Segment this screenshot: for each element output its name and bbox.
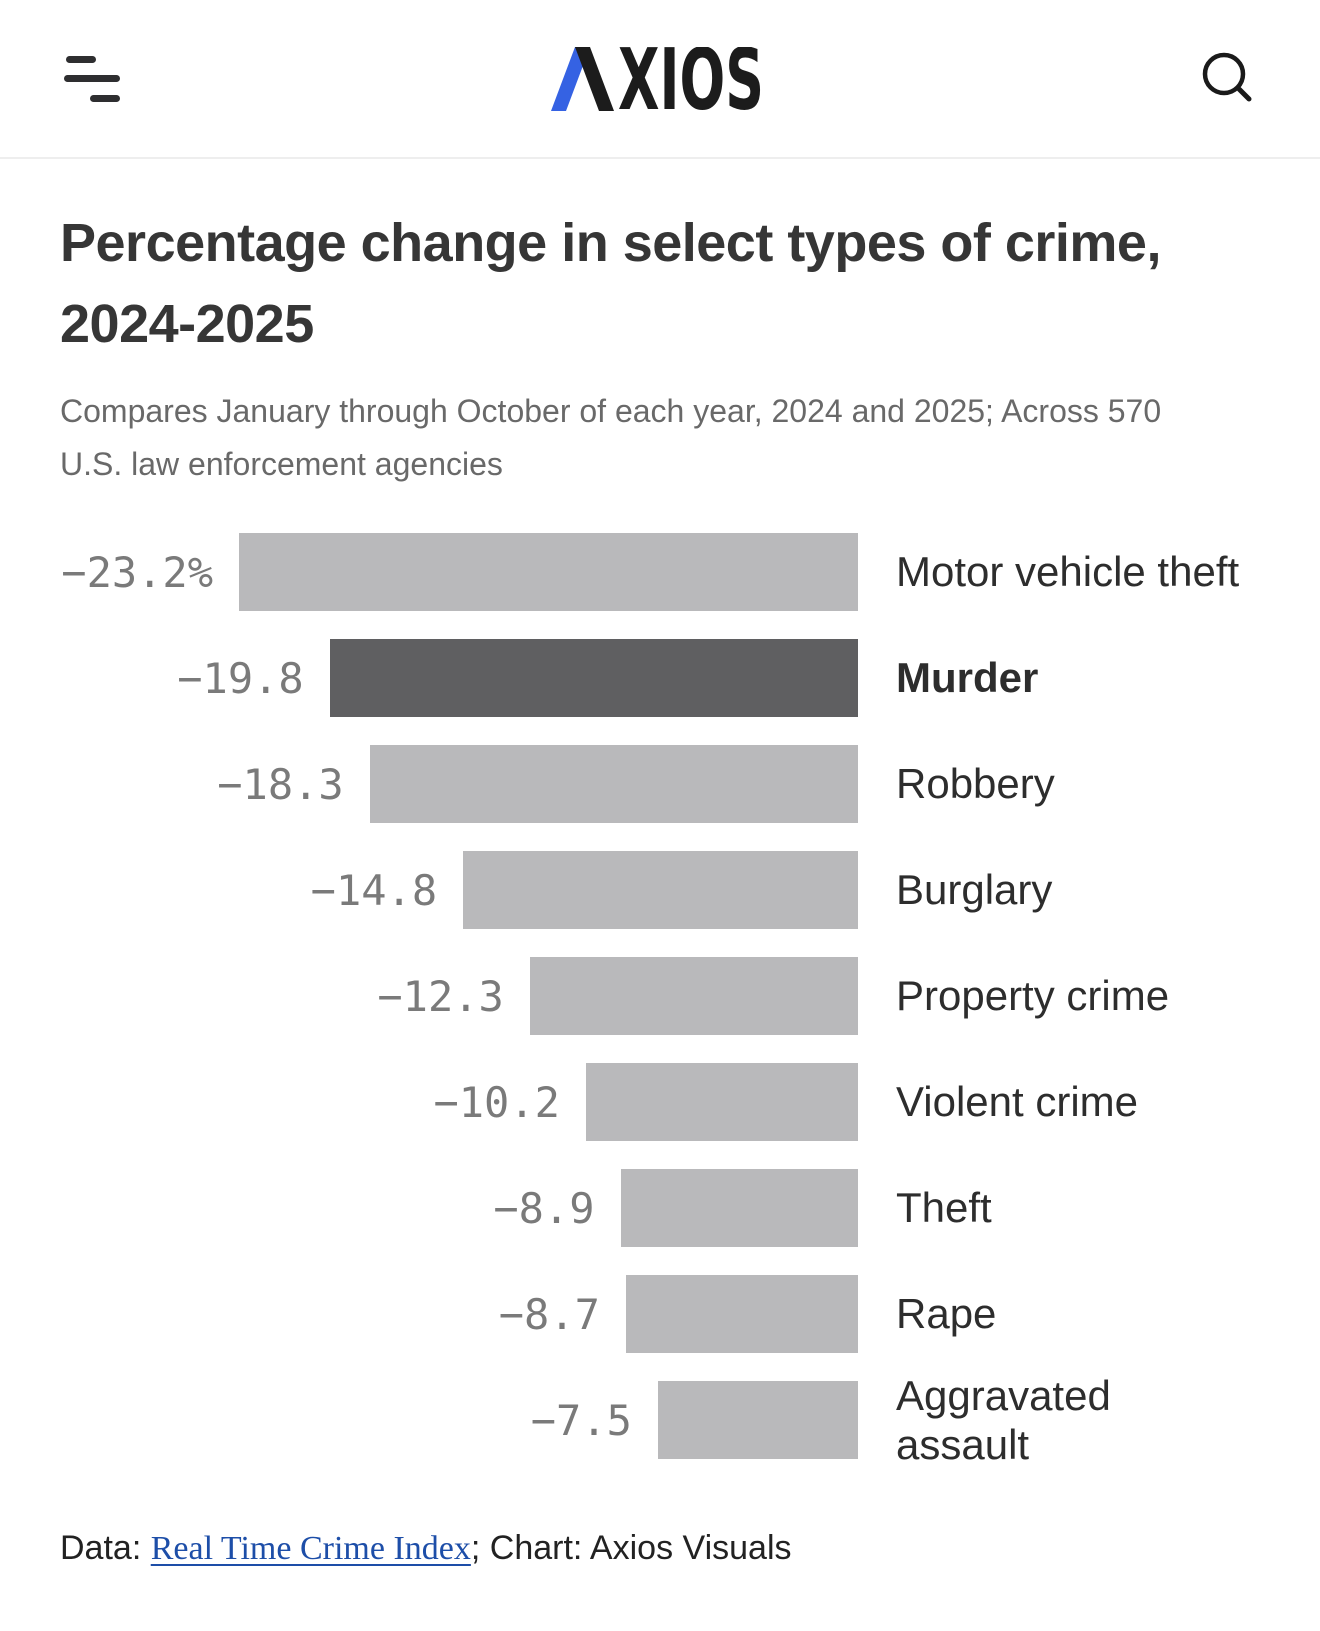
data-source-link[interactable]: Real Time Crime Index [150, 1530, 471, 1568]
logo-wordmark-rest: XIOS [618, 47, 764, 111]
bar-label: Violent crime [896, 1078, 1138, 1126]
chart-row: −12.3 Property crime [60, 943, 1260, 1049]
bar [625, 1275, 858, 1354]
bar-value: −14.8 [310, 865, 438, 915]
bar-label: Aggravated assault [896, 1371, 1111, 1469]
bar-value: −8.7 [498, 1289, 600, 1339]
source-prefix: Data: [60, 1529, 151, 1568]
chart-row: −8.9 Theft [60, 1155, 1260, 1261]
bar [585, 1063, 858, 1142]
bar-value: −23.2% [61, 547, 213, 597]
bar [369, 745, 858, 824]
chart-row: −19.8 Murder [60, 625, 1260, 731]
bar-label: Burglary [896, 866, 1053, 914]
bar-value: −10.2 [433, 1077, 560, 1127]
source-line: Data: Real Time Crime Index; Chart: Axio… [60, 1529, 1260, 1568]
bar [329, 639, 858, 718]
chart-row: −14.8 Burglary [60, 837, 1260, 943]
bar-label: Robbery [896, 760, 1055, 808]
bar [529, 957, 858, 1036]
app-header: XIOS [0, 0, 1320, 159]
chart-row: −10.2 Violent crime [60, 1049, 1260, 1155]
bar-value: −18.3 [217, 759, 344, 809]
hamburger-menu-icon[interactable] [64, 55, 120, 102]
bar-label: Murder [896, 654, 1039, 702]
bar-label: Property crime [896, 972, 1170, 1020]
bar-value: −12.3 [377, 971, 504, 1021]
chart-row: −7.5 Aggravated assault [60, 1367, 1260, 1473]
chart-row: −18.3 Robbery [60, 731, 1260, 837]
axios-logo[interactable]: XIOS [551, 46, 767, 111]
bar-value: −8.9 [493, 1183, 595, 1233]
bar-value: −7.5 [530, 1395, 632, 1445]
logo-dark-slash [575, 46, 614, 111]
bar [620, 1169, 858, 1248]
bar [463, 851, 858, 930]
search-icon[interactable] [1198, 48, 1256, 109]
bar-label: Theft [896, 1184, 992, 1232]
logo-accent-slash [551, 46, 590, 111]
bar-chart: −23.2% Motor vehicle theft −19.8 Murder … [60, 519, 1260, 1473]
bar-label: Rape [896, 1290, 997, 1338]
chart-row: −8.7 Rape [60, 1261, 1260, 1367]
bar-value: −19.8 [177, 653, 304, 703]
chart-subtitle: Compares January through October of each… [60, 393, 1162, 483]
bar-label: Motor vehicle theft [896, 548, 1240, 596]
source-suffix: ; Chart: Axios Visuals [470, 1529, 792, 1568]
article-body: Percentage change in select types of cri… [0, 203, 1320, 1568]
chart-row: −23.2% Motor vehicle theft [60, 519, 1260, 625]
bar [657, 1381, 858, 1460]
chart-title: Percentage change in select types of cri… [60, 213, 1161, 354]
axios-logo-mark: XIOS [551, 46, 764, 111]
bar [239, 533, 858, 612]
